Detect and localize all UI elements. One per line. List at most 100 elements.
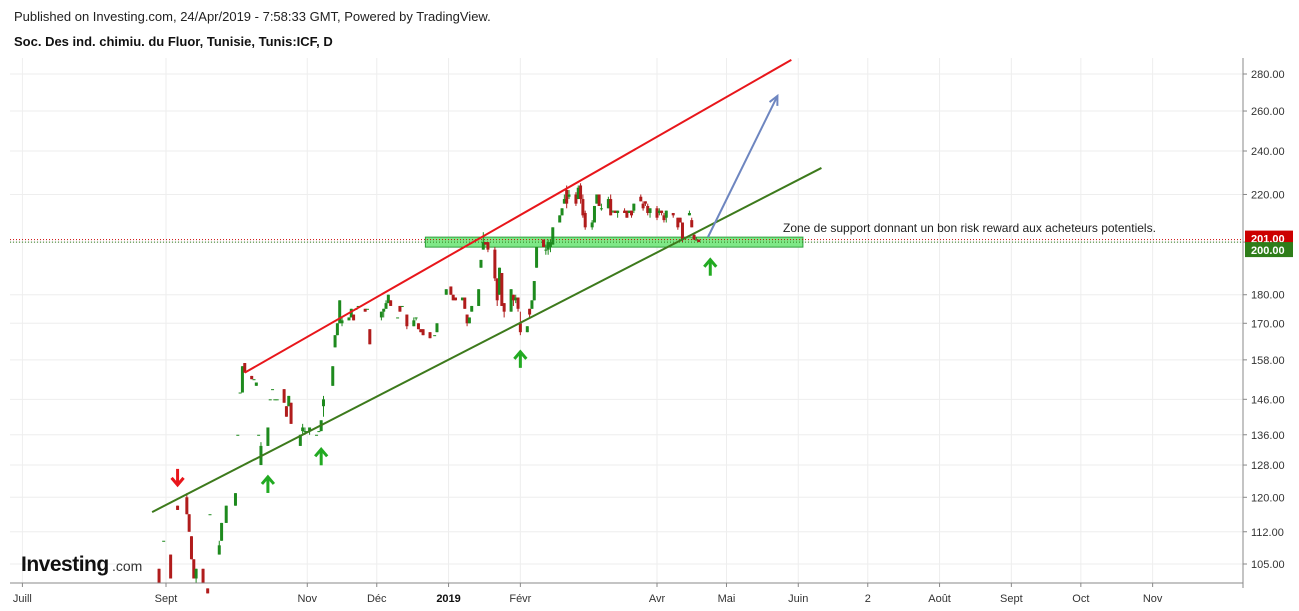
candle-body — [502, 303, 506, 312]
candle — [609, 194, 613, 216]
candle — [532, 281, 536, 301]
candle-body — [384, 303, 388, 309]
candle — [613, 210, 617, 213]
candle-body — [396, 317, 400, 319]
candle-body — [613, 210, 617, 213]
candle-body — [595, 194, 599, 204]
candle-body — [599, 208, 603, 210]
candle-body — [289, 402, 293, 424]
candle — [224, 505, 228, 523]
candle-body — [252, 379, 256, 381]
candle — [331, 366, 335, 386]
candle — [558, 215, 562, 223]
grid — [10, 58, 1243, 583]
candle — [525, 326, 529, 333]
candle-body — [660, 210, 664, 213]
candle-body — [250, 375, 254, 380]
candle — [657, 208, 661, 216]
candle-body — [484, 242, 488, 245]
candle-body — [271, 389, 275, 391]
candle — [389, 300, 393, 306]
candle-body — [382, 308, 386, 312]
candle-body — [606, 199, 610, 209]
candle — [502, 303, 506, 318]
candle-body — [500, 273, 504, 306]
candle — [500, 273, 504, 306]
y-tick-label: 146.00 — [1251, 394, 1285, 406]
candle-body — [692, 234, 696, 240]
candle-body — [532, 281, 536, 301]
candle — [567, 189, 571, 200]
candle — [509, 289, 513, 312]
candle — [606, 196, 610, 209]
candle-body — [657, 210, 661, 213]
candle-body — [697, 239, 701, 243]
y-tick-label: 120.00 — [1251, 492, 1285, 504]
candle — [646, 203, 650, 216]
candle-body — [352, 314, 356, 321]
candle — [467, 317, 471, 324]
candle-body — [416, 323, 420, 330]
projection-arrow-head — [768, 93, 779, 106]
candle — [217, 540, 221, 555]
candle-body — [284, 406, 288, 417]
candle — [233, 493, 237, 506]
y-tick-label: 158.00 — [1251, 355, 1285, 367]
candle — [208, 514, 212, 516]
candle — [271, 389, 275, 391]
candle-body — [356, 305, 360, 307]
candle — [493, 247, 497, 282]
candle — [560, 208, 564, 216]
candle-body — [208, 514, 212, 516]
candle-body — [349, 308, 353, 318]
candle — [528, 308, 532, 318]
candle — [349, 308, 353, 318]
candle-body — [194, 568, 198, 579]
candle — [678, 217, 682, 223]
arrow-head — [260, 474, 276, 485]
candle-body — [389, 300, 393, 306]
candle — [259, 442, 263, 466]
x-tick-label: Nov — [297, 593, 317, 605]
candle — [463, 297, 467, 309]
candle-body — [481, 242, 485, 250]
candle — [544, 244, 548, 255]
candle-body — [495, 278, 499, 301]
candle-body — [363, 308, 367, 312]
candle — [451, 294, 455, 301]
candle — [405, 314, 409, 330]
candle-body — [240, 366, 244, 393]
candle-body — [169, 554, 173, 579]
candle-body — [206, 588, 210, 594]
candle-body — [548, 242, 552, 248]
candle — [664, 210, 668, 223]
candle-body — [616, 210, 620, 213]
x-tick-label: Mai — [718, 593, 736, 605]
candle-body — [340, 320, 344, 324]
candle-body — [463, 297, 467, 309]
x-tick-label: Avr — [649, 593, 666, 605]
candle — [514, 294, 518, 304]
candle-body — [398, 305, 402, 312]
arrow-head — [170, 476, 185, 488]
candle — [187, 514, 191, 532]
arrow-head — [314, 446, 329, 458]
candle-body — [639, 196, 643, 202]
candle — [347, 317, 351, 321]
candle-body — [254, 382, 258, 386]
candle-body — [433, 335, 437, 337]
candle — [382, 308, 386, 318]
candle — [632, 203, 636, 213]
y-tick-label: 128.00 — [1251, 460, 1285, 472]
candle-body — [518, 323, 522, 333]
candle-body — [465, 314, 469, 324]
candle-body — [567, 194, 571, 197]
candle — [352, 314, 356, 321]
candle-body — [530, 300, 534, 309]
up-arrow-icon — [260, 474, 276, 493]
candle — [268, 399, 272, 401]
candle-body — [470, 305, 474, 312]
candle-body — [162, 540, 166, 542]
candle-body — [335, 323, 339, 336]
